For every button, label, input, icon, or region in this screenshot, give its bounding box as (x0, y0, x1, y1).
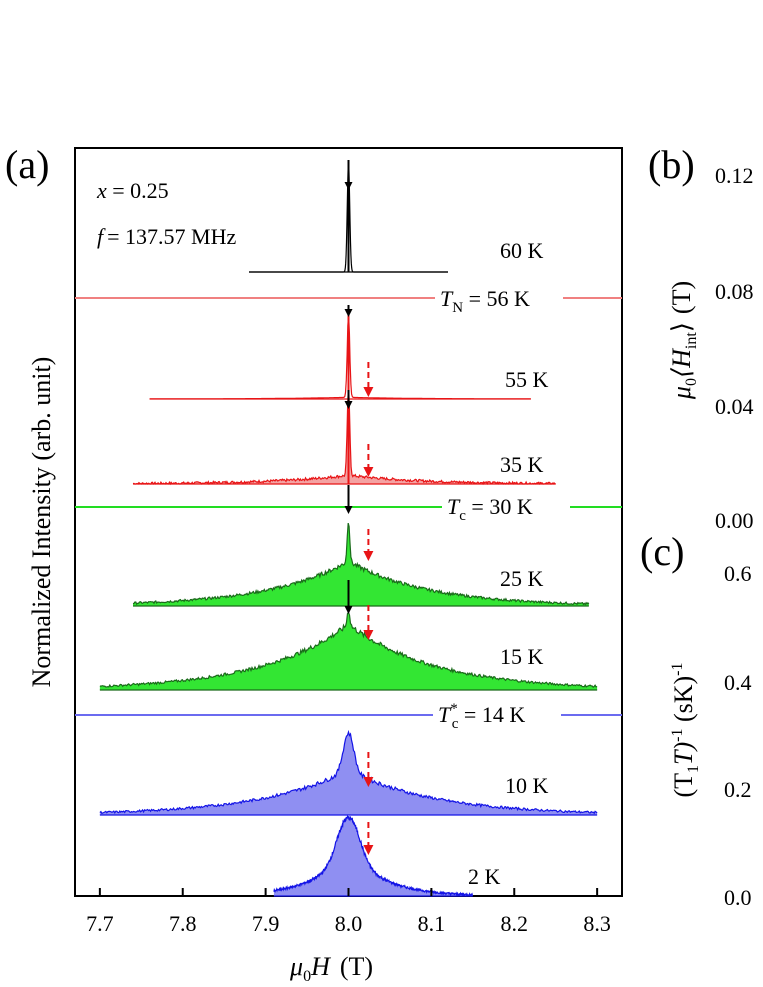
temperature-label: 35 K (500, 452, 544, 477)
spectrum-25k: 25 K (132, 522, 590, 607)
temperature-label: 25 K (500, 566, 544, 591)
temperature-label: 15 K (500, 644, 544, 669)
arrow-layer (344, 178, 374, 855)
panel-c-label: (c) (640, 529, 684, 574)
temperature-label: 55 K (505, 367, 549, 392)
spectrum-fill (99, 612, 598, 690)
spectrum-line (149, 315, 531, 400)
x-tick-label: 7.7 (86, 911, 114, 936)
transition-label: Tc = 30 K (447, 494, 533, 524)
spectrum-line (99, 729, 598, 815)
spectrum-fill (133, 523, 589, 606)
x-tick-layer: 7.7 7.8 7.9 8.0 8.1 8.2 8.3 (86, 888, 611, 936)
x-tick-label: 7.9 (252, 911, 280, 936)
spectrum-fill (99, 732, 598, 815)
temperature-label: 10 K (505, 773, 549, 798)
panel-c-ytick: 0.0 (724, 885, 752, 910)
spectrum-60k: 60 K (249, 160, 544, 273)
y-axis-title: Normalized Intensity (arb. unit) (27, 357, 56, 688)
spectrum-fill (133, 385, 556, 484)
panel-c-ytick: 0.6 (724, 561, 752, 586)
panel-b-ytick: 0.12 (715, 163, 754, 188)
spectrum-line (273, 814, 474, 898)
spectra-layer: 60 K 55 K 35 K 25 K 15 K 10 K 2 K (99, 160, 598, 898)
panel-a-label: (a) (5, 142, 49, 187)
panel-b-ytick: 0.04 (715, 394, 754, 419)
spectrum-2k: 2 K (273, 814, 501, 898)
annotation-frequency: f = 137.57 MHz (97, 224, 236, 249)
temperature-label: 2 K (468, 864, 501, 889)
transition-label-bg (435, 285, 563, 311)
x-tick-label: 8.0 (335, 911, 363, 936)
transition-label-bg (433, 702, 561, 728)
x-axis-title: μ0H (T) (289, 952, 373, 985)
spectrum-fill (273, 816, 473, 896)
spectrum-15k: 15 K (99, 611, 598, 691)
x-tick-label: 8.1 (418, 911, 446, 936)
panel-c-ytick: 0.2 (724, 777, 752, 802)
panel-c-y-axis-title: (T1T)-1 (sK)-1 (669, 662, 702, 797)
transition-label: T* c = 14 K (438, 701, 525, 732)
transition-label: TN = 56 K (440, 286, 530, 316)
panel-b-ytick: 0.00 (715, 508, 754, 533)
temperature-label: 60 K (500, 238, 544, 263)
transition-label-bg (442, 494, 570, 520)
panel-c-ytick: 0.4 (724, 670, 752, 695)
panel-b-y-axis-title: μ0⟨Hint⟩(T) (667, 281, 700, 400)
annotation-x: x = 0.25 (96, 178, 169, 203)
spectrum-line (132, 385, 556, 486)
x-tick-label: 8.3 (583, 911, 611, 936)
transition-layer: TN = 56 K Tc = 30 K T* c = 14 K (75, 285, 622, 732)
spectrum-35k: 35 K (132, 385, 556, 486)
spectrum-55k: 55 K (149, 315, 549, 400)
x-tick-label: 7.8 (169, 911, 197, 936)
panel-b-ytick: 0.08 (715, 279, 754, 304)
panel-b-label: (b) (648, 142, 695, 187)
x-tick-label: 8.2 (501, 911, 529, 936)
spectrum-10k: 10 K (99, 729, 598, 816)
spectrum-line (132, 522, 590, 606)
